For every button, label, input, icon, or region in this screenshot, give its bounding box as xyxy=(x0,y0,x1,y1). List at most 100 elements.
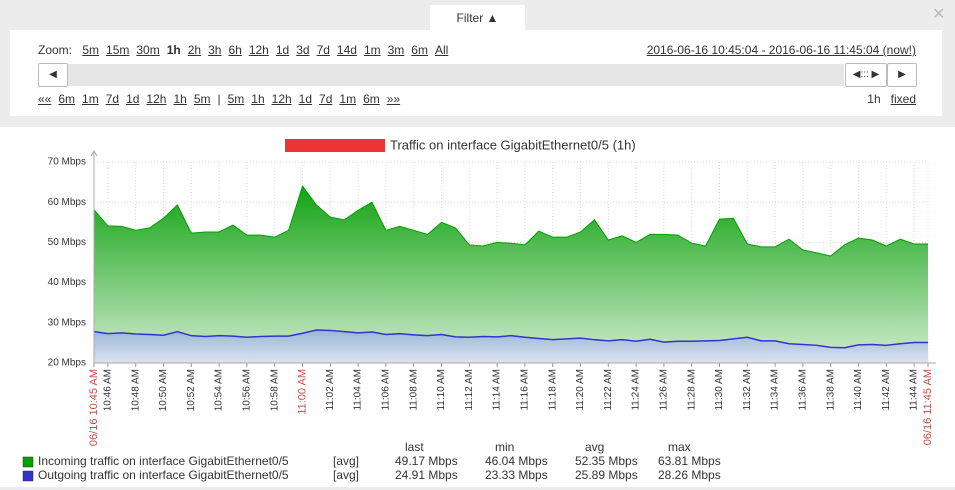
zoom-link[interactable]: 14d xyxy=(336,43,357,57)
legend-stat: 25.89 Mbps xyxy=(575,468,638,482)
scroll-handle[interactable]: ◀::: ▶ xyxy=(845,63,887,87)
x-tick-label: 11:40 AM xyxy=(853,369,864,411)
x-tick-label: 11:16 AM xyxy=(520,369,531,411)
y-tick-label: 60 Mbps xyxy=(48,197,86,208)
chart-panel: Traffic on interface GigabitEthernet0/5 … xyxy=(0,127,955,487)
x-tick-label: 10:58 AM xyxy=(269,369,280,411)
zoom-link[interactable]: 7d xyxy=(316,43,330,57)
legend-label: Outgoing traffic on interface GigabitEth… xyxy=(38,468,289,482)
y-tick-label: 40 Mbps xyxy=(48,277,86,288)
zoom-link[interactable]: All xyxy=(434,43,449,57)
x-tick-label: 10:52 AM xyxy=(186,369,197,411)
x-tick-label: 11:32 AM xyxy=(742,369,753,411)
redaction xyxy=(285,139,385,152)
filter-panel: Zoom: 5m 15m 30m 1h 2h 3h 6h 12h 1d 3d 7d 14d 1m 3m 6m… xyxy=(10,30,942,116)
x-tick-label: 06/16 11:45 AM xyxy=(922,369,934,445)
legend-stat: 49.17 Mbps xyxy=(395,454,458,468)
x-tick-label: 11:26 AM xyxy=(659,369,670,411)
legend-header: min xyxy=(495,440,514,454)
x-tick-label: 10:54 AM xyxy=(214,369,225,411)
x-tick-label: 11:28 AM xyxy=(686,369,697,411)
zoom-link[interactable]: 3d xyxy=(296,43,310,57)
filter-tab[interactable]: Filter ▲ xyxy=(430,5,525,31)
zoom-link[interactable]: 1h xyxy=(166,43,181,57)
x-tick-label: 11:02 AM xyxy=(325,369,336,411)
x-tick-label: 11:22 AM xyxy=(603,369,614,411)
x-tick-label: 11:38 AM xyxy=(825,369,836,411)
nav-back-link[interactable]: 5m xyxy=(193,92,211,106)
nav-row: «« 6m 1m 7d 1d 12h 1h 5m | 5m 1h 12h 1d 7d 1m 6m »» xyxy=(38,92,400,106)
zoom-link[interactable]: 6m xyxy=(411,43,428,57)
scrollbar-track[interactable] xyxy=(68,64,844,86)
nav-back-link[interactable]: 6m xyxy=(58,92,76,106)
period-info: 1h fixed xyxy=(867,92,916,106)
legend-header: avg xyxy=(585,440,604,454)
nav-forward-link[interactable]: 1d xyxy=(298,92,313,106)
zoom-link[interactable]: 1d xyxy=(275,43,290,57)
x-tick-label: 10:46 AM xyxy=(103,369,114,411)
x-tick-label: 11:36 AM xyxy=(798,369,809,411)
legend-stat: 52.35 Mbps xyxy=(575,454,638,468)
period-mode[interactable]: fixed xyxy=(890,92,916,106)
nav-forward-link[interactable]: 5m xyxy=(227,92,245,106)
nav-forward-link[interactable]: 7d xyxy=(319,92,333,106)
zoom-link[interactable]: 1m xyxy=(363,43,381,57)
legend-swatch xyxy=(22,456,34,468)
nav-back-mark[interactable]: «« xyxy=(38,92,52,106)
x-tick-label: 11:24 AM xyxy=(631,369,642,411)
y-axis-arrow xyxy=(90,150,98,157)
x-tick-label: 11:30 AM xyxy=(714,369,725,411)
nav-back-link[interactable]: 1h xyxy=(173,92,187,106)
zoom-link[interactable]: 6h xyxy=(228,43,242,57)
zoom-link[interactable]: 15m xyxy=(106,43,130,57)
legend-label: Incoming traffic on interface GigabitEth… xyxy=(38,454,289,468)
legend-swatch xyxy=(22,470,34,482)
nav-forward-link[interactable]: 6m xyxy=(363,92,380,106)
scroll-right-button[interactable]: ▶ xyxy=(887,63,917,87)
period-range[interactable]: 2016-06-16 10:45:04 - 2016-06-16 11:45:0… xyxy=(646,43,916,57)
zoom-link[interactable]: 12h xyxy=(248,43,269,57)
nav-forward-link[interactable]: 1m xyxy=(339,92,357,106)
zoom-link[interactable]: 5m xyxy=(82,43,100,57)
nav-forward-mark[interactable]: »» xyxy=(386,92,401,106)
area xyxy=(94,186,928,363)
x-tick-label: 10:48 AM xyxy=(130,369,141,411)
legend-func: [avg] xyxy=(333,468,359,482)
x-tick-label: 11:14 AM xyxy=(492,369,503,411)
x-tick-label: 11:10 AM xyxy=(436,369,447,411)
y-tick-label: 50 Mbps xyxy=(48,237,86,248)
x-tick-label: 11:04 AM xyxy=(353,369,364,411)
nav-back-link[interactable]: 12h xyxy=(146,92,167,106)
nav-back-link[interactable]: 7d xyxy=(105,92,120,106)
zoom-link[interactable]: 3h xyxy=(208,43,222,57)
area xyxy=(94,330,928,363)
x-tick-label: 11:12 AM xyxy=(464,369,475,411)
nav-back-link[interactable]: 1m xyxy=(82,92,99,106)
x-tick-label: 06/16 10:45 AM xyxy=(88,369,100,446)
x-tick-label: 11:34 AM xyxy=(770,369,781,411)
nav-forward-link[interactable]: 1h xyxy=(251,92,265,106)
x-tick-label: 11:44 AM xyxy=(909,369,920,411)
legend-stat: 23.33 Mbps xyxy=(485,468,548,482)
line xyxy=(93,329,928,349)
zoom-link[interactable]: 30m xyxy=(136,43,160,57)
x-tick-label: 11:18 AM xyxy=(547,369,558,411)
legend-stat: 24.91 Mbps xyxy=(395,468,458,482)
nav-back-link[interactable]: 1d xyxy=(126,92,140,106)
zoom-link[interactable]: 3m xyxy=(387,43,405,57)
nav-forward-link[interactable]: 12h xyxy=(271,92,292,106)
x-tick-label: 11:42 AM xyxy=(881,369,892,411)
legend-header: last xyxy=(405,440,424,454)
x-tick-label: 11:08 AM xyxy=(408,369,419,411)
zoom-link[interactable]: 2h xyxy=(187,43,202,57)
zoom-label: Zoom: xyxy=(38,43,73,57)
scroll-left-button[interactable]: ◀ xyxy=(38,63,68,87)
chart: Traffic on interface GigabitEthernet0/5 … xyxy=(22,137,936,482)
legend-func: [avg] xyxy=(333,454,359,468)
line xyxy=(93,185,928,257)
close-icon[interactable]: ✕ xyxy=(932,6,946,23)
legend-stat: 63.81 Mbps xyxy=(658,454,721,468)
y-tick-label: 30 Mbps xyxy=(48,317,86,328)
nav-separator: | xyxy=(217,92,221,106)
